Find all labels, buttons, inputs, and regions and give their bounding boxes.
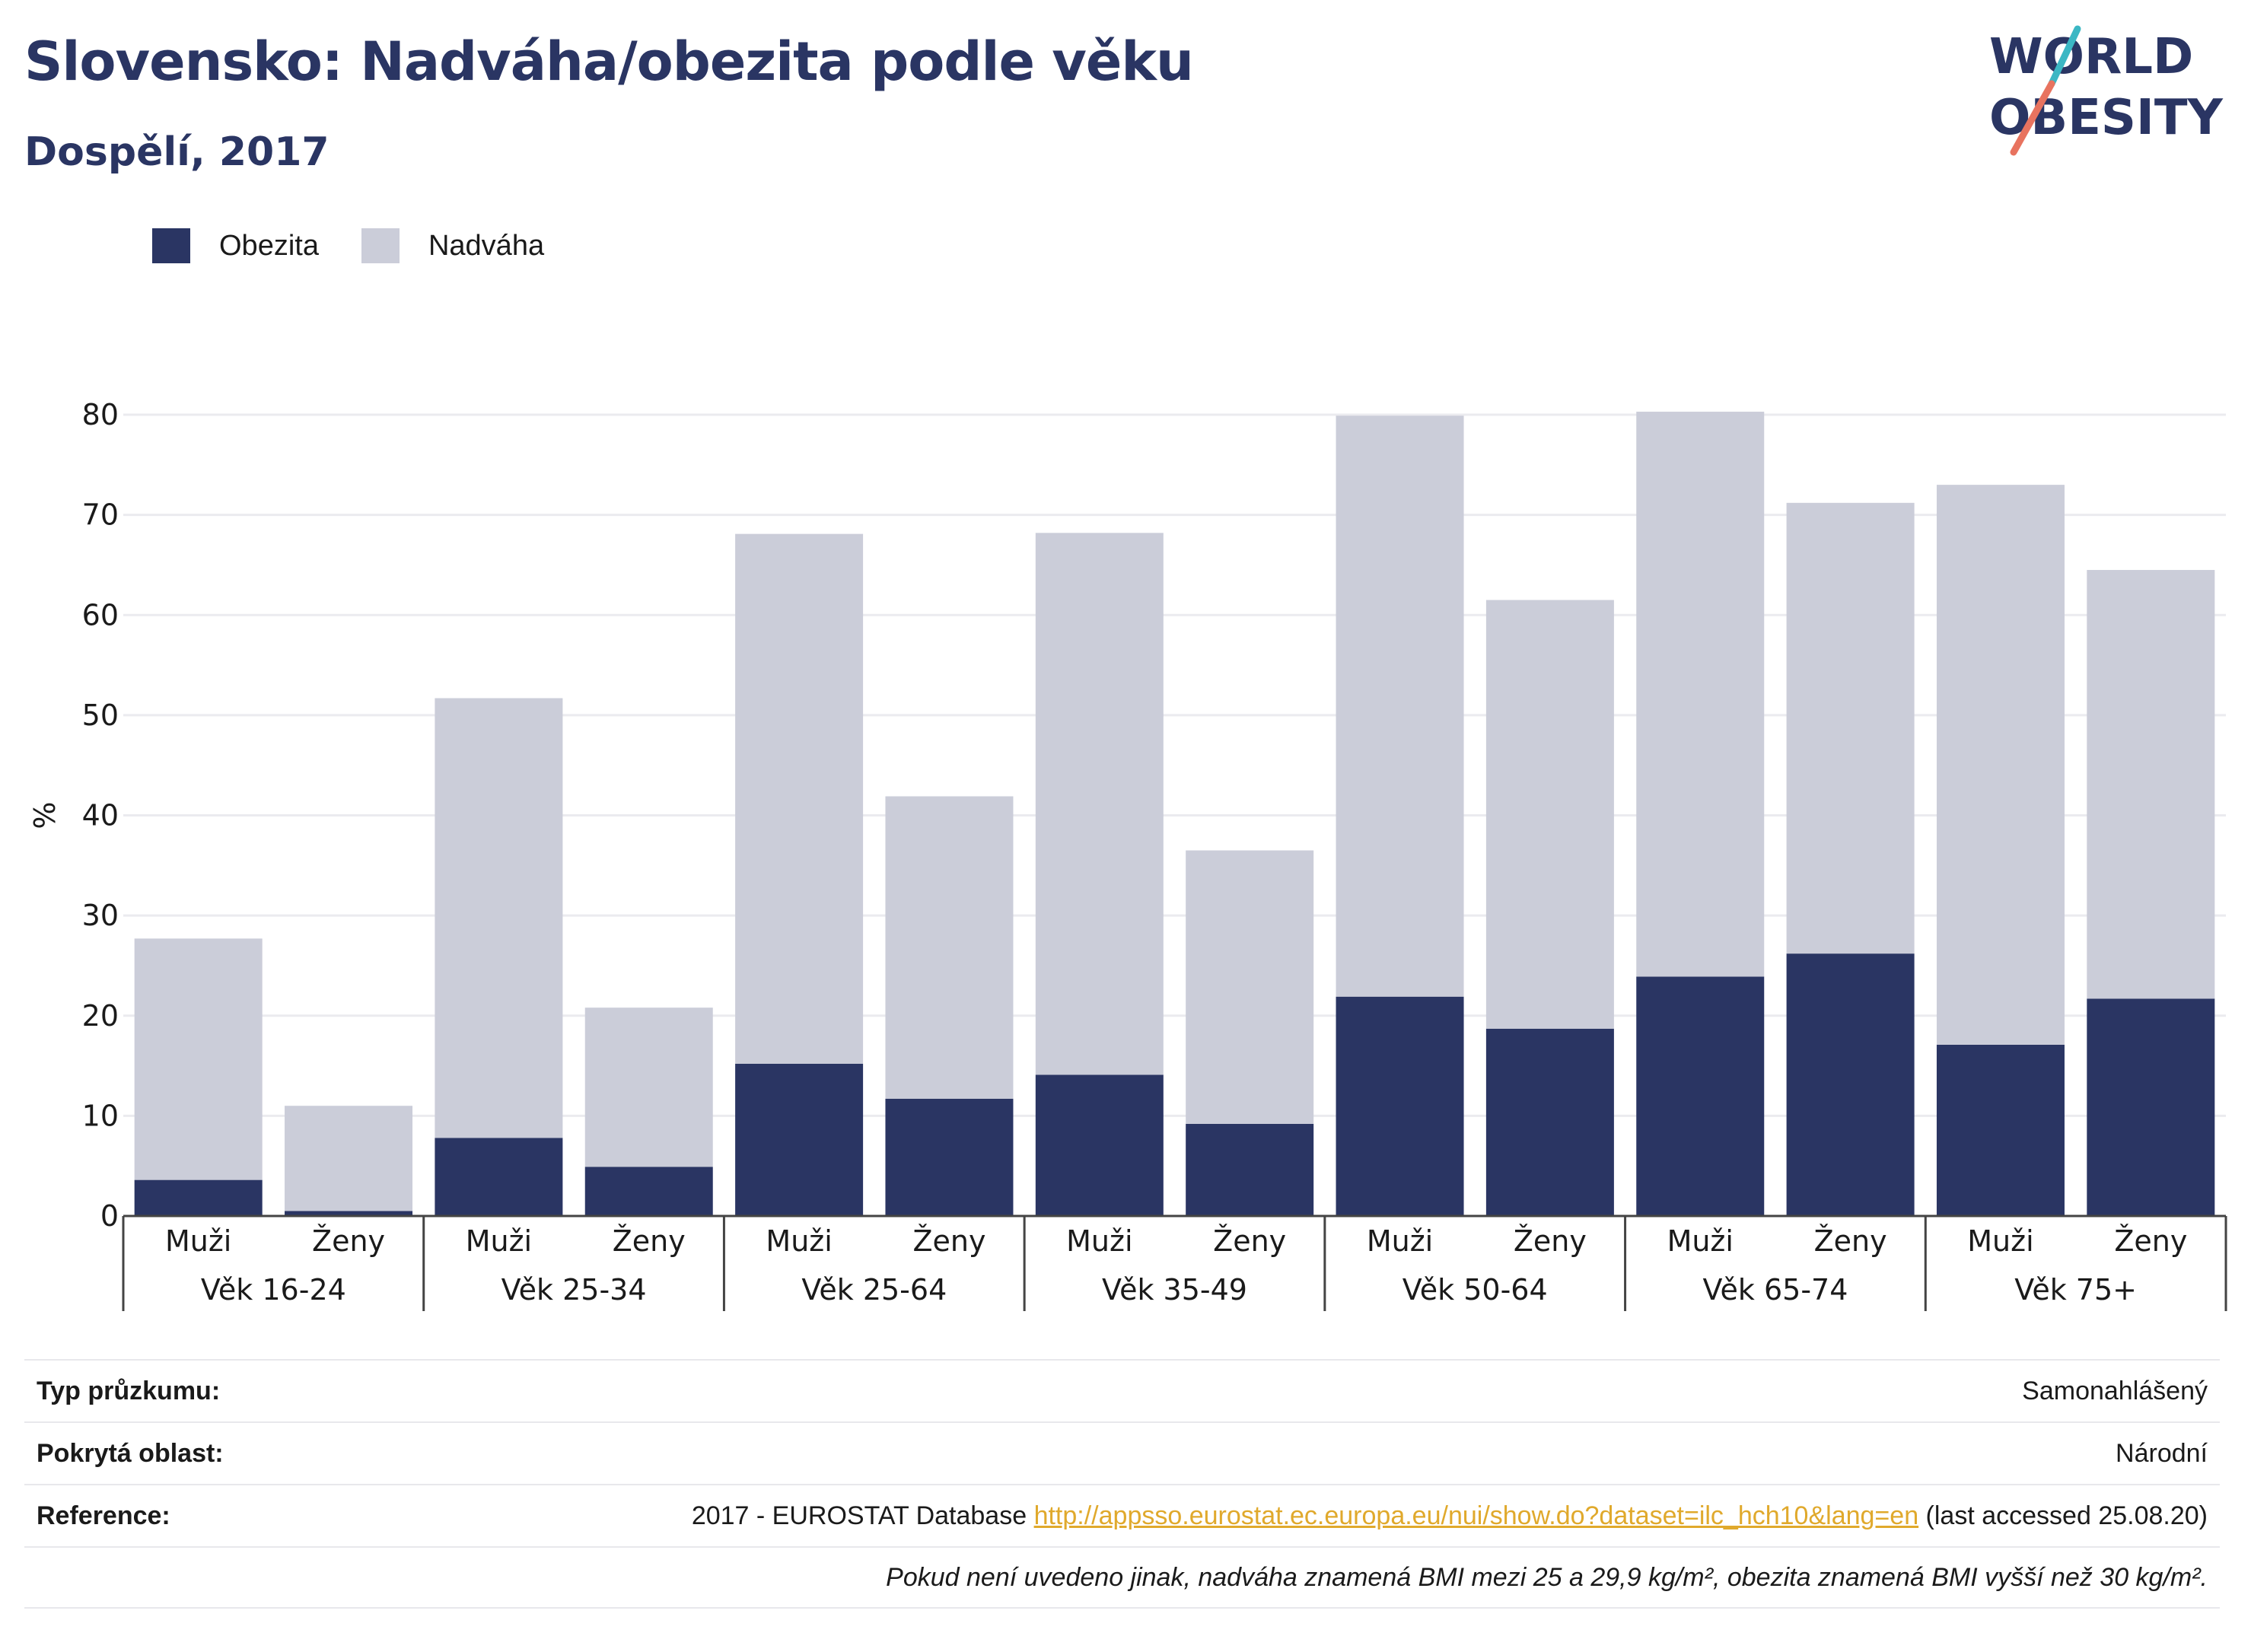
- bar-nadvaha: [735, 533, 864, 1064]
- bar-obezita: [1936, 1044, 2065, 1216]
- chart-legend: Obezita Nadváha: [152, 228, 587, 263]
- legend-swatch-nadvaha: [361, 228, 400, 263]
- x-tick-label: Muži: [466, 1224, 532, 1258]
- x-tick-label: Muži: [1967, 1224, 2033, 1258]
- logo-line2: OBESITY: [1989, 90, 2223, 146]
- y-tick-label: 50: [82, 699, 119, 732]
- bar-obezita: [584, 1167, 713, 1216]
- y-tick-label: 20: [82, 999, 119, 1033]
- info-row-reference: Reference: 2017 - EUROSTAT Database http…: [24, 1484, 2220, 1546]
- group-label: Věk 65-74: [1702, 1273, 1848, 1307]
- reference-link[interactable]: http://appsso.eurostat.ec.europa.eu/nui/…: [1033, 1501, 1919, 1530]
- chart-title: Slovensko: Nadváha/obezita podle věku: [24, 30, 1194, 93]
- y-tick-label: 0: [100, 1199, 119, 1233]
- bar-nadvaha: [1186, 850, 1314, 1124]
- bar-obezita: [735, 1063, 864, 1216]
- info-row-survey-type: Typ průzkumu: Samonahlášený: [24, 1359, 2220, 1421]
- chart-subtitle: Dospělí, 2017: [24, 129, 330, 175]
- legend-item-nadvaha: Nadváha: [361, 228, 544, 263]
- bar-obezita: [1336, 996, 1464, 1216]
- group-label: Věk 25-34: [501, 1273, 647, 1307]
- stacked-bar-chart: 0 10 20 30 40 50 60 70 80% Muži Ženy Muži Ženy Muži Že…: [28, 398, 2227, 1311]
- bar-obezita: [1186, 1123, 1314, 1216]
- y-axis-label: %: [28, 801, 62, 829]
- logo-slash-bottom: [2010, 80, 2055, 156]
- survey-type-label: Typ průzkumu:: [37, 1376, 221, 1405]
- reference-suffix: (last accessed 25.08.20): [1918, 1501, 2208, 1530]
- coverage-label: Pokrytá oblast:: [37, 1438, 224, 1468]
- bar-nadvaha: [1786, 502, 1915, 954]
- survey-type-value: Samonahlášený: [2022, 1376, 2208, 1405]
- y-tick-label: 40: [82, 799, 119, 832]
- x-tick-label: Ženy: [1213, 1224, 1286, 1258]
- info-table: Typ průzkumu: Samonahlášený Pokrytá obla…: [24, 1359, 2220, 1609]
- bar-nadvaha: [885, 796, 1014, 1099]
- bar-obezita: [1485, 1028, 1614, 1216]
- bar-obezita: [885, 1098, 1014, 1216]
- bar-obezita: [435, 1138, 563, 1216]
- bar-obezita: [1786, 953, 1915, 1216]
- x-tick-label: Muži: [1367, 1224, 1433, 1258]
- legend-item-obezita: Obezita: [152, 228, 319, 263]
- group-label: Věk 50-64: [1402, 1273, 1548, 1307]
- info-row-note: Pokud není uvedeno jinak, nadváha znamen…: [24, 1546, 2220, 1609]
- bar-nadvaha: [134, 938, 263, 1180]
- logo-line1: WORLD: [1989, 29, 2193, 85]
- reference-prefix: 2017 - EUROSTAT Database: [691, 1501, 1034, 1530]
- group-label: Věk 16-24: [201, 1273, 346, 1307]
- x-tick-label: Ženy: [613, 1224, 686, 1258]
- x-tick-label: Ženy: [1514, 1224, 1587, 1258]
- reference-label: Reference:: [37, 1501, 170, 1530]
- bar-obezita: [2087, 998, 2215, 1216]
- y-tick-label: 70: [82, 498, 119, 532]
- bar-nadvaha: [1636, 412, 1765, 977]
- x-tick-label: Muži: [1667, 1224, 1734, 1258]
- group-label: Věk 25-64: [801, 1273, 947, 1307]
- bar-obezita: [134, 1179, 263, 1216]
- bar-nadvaha: [2087, 570, 2215, 999]
- bar-nadvaha: [1936, 485, 2065, 1045]
- bar-nadvaha: [285, 1106, 413, 1211]
- x-tick-label: Ženy: [912, 1224, 985, 1258]
- x-tick-label: Muži: [165, 1224, 231, 1258]
- bar-nadvaha: [1035, 533, 1164, 1075]
- y-tick-label: 60: [82, 598, 119, 632]
- group-label: Věk 35-49: [1102, 1273, 1247, 1307]
- y-tick-label: 30: [82, 899, 119, 932]
- bar-nadvaha: [1485, 600, 1614, 1029]
- group-label: Věk 75+: [2014, 1273, 2137, 1307]
- info-row-coverage: Pokrytá oblast: Národní: [24, 1421, 2220, 1484]
- coverage-value: Národní: [2116, 1438, 2208, 1468]
- y-tick-label: 10: [82, 1099, 119, 1132]
- reference-value: 2017 - EUROSTAT Database http://appsso.e…: [692, 1501, 2208, 1531]
- bar-obezita: [285, 1211, 413, 1216]
- legend-label-obezita: Obezita: [219, 229, 319, 262]
- legend-label-nadvaha: Nadváha: [428, 229, 545, 262]
- bar-obezita: [1636, 976, 1765, 1216]
- bar-nadvaha: [1336, 415, 1464, 997]
- bar-nadvaha: [435, 698, 563, 1138]
- legend-swatch-obezita: [152, 228, 190, 263]
- bmi-note: Pokud není uvedeno jinak, nadváha znamen…: [886, 1562, 2208, 1592]
- x-tick-label: Muži: [1066, 1224, 1132, 1258]
- bar-nadvaha: [584, 1007, 713, 1167]
- bar-obezita: [1035, 1074, 1164, 1216]
- world-obesity-logo: WORLD OBESITY: [1989, 25, 2223, 156]
- x-tick-label: Ženy: [312, 1224, 385, 1258]
- x-tick-label: Ženy: [1814, 1224, 1887, 1258]
- x-tick-label: Ženy: [2114, 1224, 2187, 1258]
- logo-slash-top: [2048, 25, 2081, 88]
- x-tick-label: Muži: [766, 1224, 832, 1258]
- y-tick-label: 80: [82, 398, 119, 431]
